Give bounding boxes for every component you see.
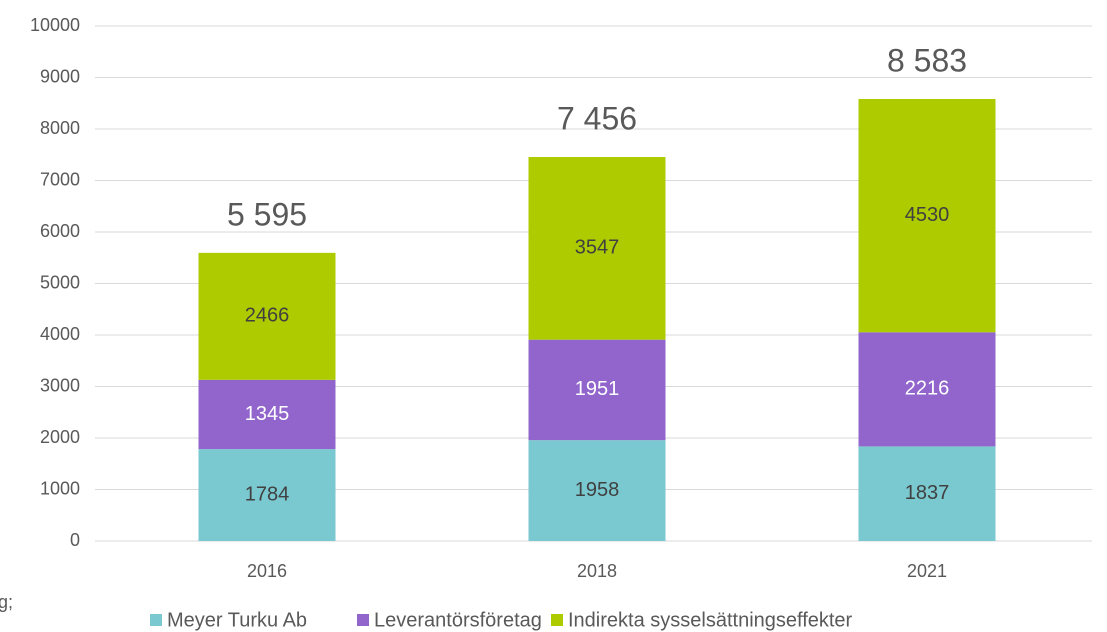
data-label: 1837 — [905, 482, 950, 504]
y-tick-label: 9000 — [40, 66, 80, 86]
data-label: 1784 — [245, 483, 290, 505]
data-label: 2216 — [905, 378, 950, 400]
x-tick-label: 2016 — [247, 561, 287, 581]
legend-label: Indirekta sysselsättningseffekter — [568, 609, 853, 631]
total-label: 5 595 — [227, 196, 307, 232]
annotation: g; — [0, 592, 13, 612]
bar-segment — [528, 339, 666, 441]
y-tick-label: 2000 — [40, 427, 80, 447]
bar-segment — [198, 449, 336, 541]
legend-swatch — [551, 614, 563, 626]
data-label: 4530 — [905, 204, 950, 226]
y-tick-label: 3000 — [40, 375, 80, 395]
data-label: 1958 — [575, 479, 620, 501]
y-tick-label: 5000 — [40, 272, 80, 292]
y-tick-label: 10000 — [30, 15, 80, 35]
data-label: 1345 — [245, 403, 290, 425]
bar-segment — [858, 98, 996, 333]
total-label: 7 456 — [557, 100, 637, 136]
x-tick-label: 2018 — [577, 561, 617, 581]
y-tick-label: 4000 — [40, 324, 80, 344]
data-label: 1951 — [575, 378, 620, 400]
y-tick-label: 6000 — [40, 221, 80, 241]
bar-segment — [528, 440, 666, 541]
legend-swatch — [150, 614, 162, 626]
y-tick-label: 0 — [70, 530, 80, 550]
data-label: 3547 — [575, 237, 620, 259]
bar-segment — [858, 332, 996, 447]
bar-segment — [528, 157, 666, 340]
total-label: 8 583 — [887, 42, 967, 78]
legend-swatch — [357, 614, 369, 626]
bar-segment — [198, 379, 336, 450]
bar-segment — [858, 446, 996, 541]
legend-label: Leverantörsföretag — [374, 609, 542, 631]
y-tick-label: 1000 — [40, 478, 80, 498]
x-tick-label: 2021 — [907, 561, 947, 581]
legend-label: Meyer Turku Ab — [167, 609, 307, 631]
y-tick-label: 8000 — [40, 118, 80, 138]
y-tick-label: 7000 — [40, 169, 80, 189]
data-label: 2466 — [245, 305, 290, 327]
bar-segment — [198, 252, 336, 380]
